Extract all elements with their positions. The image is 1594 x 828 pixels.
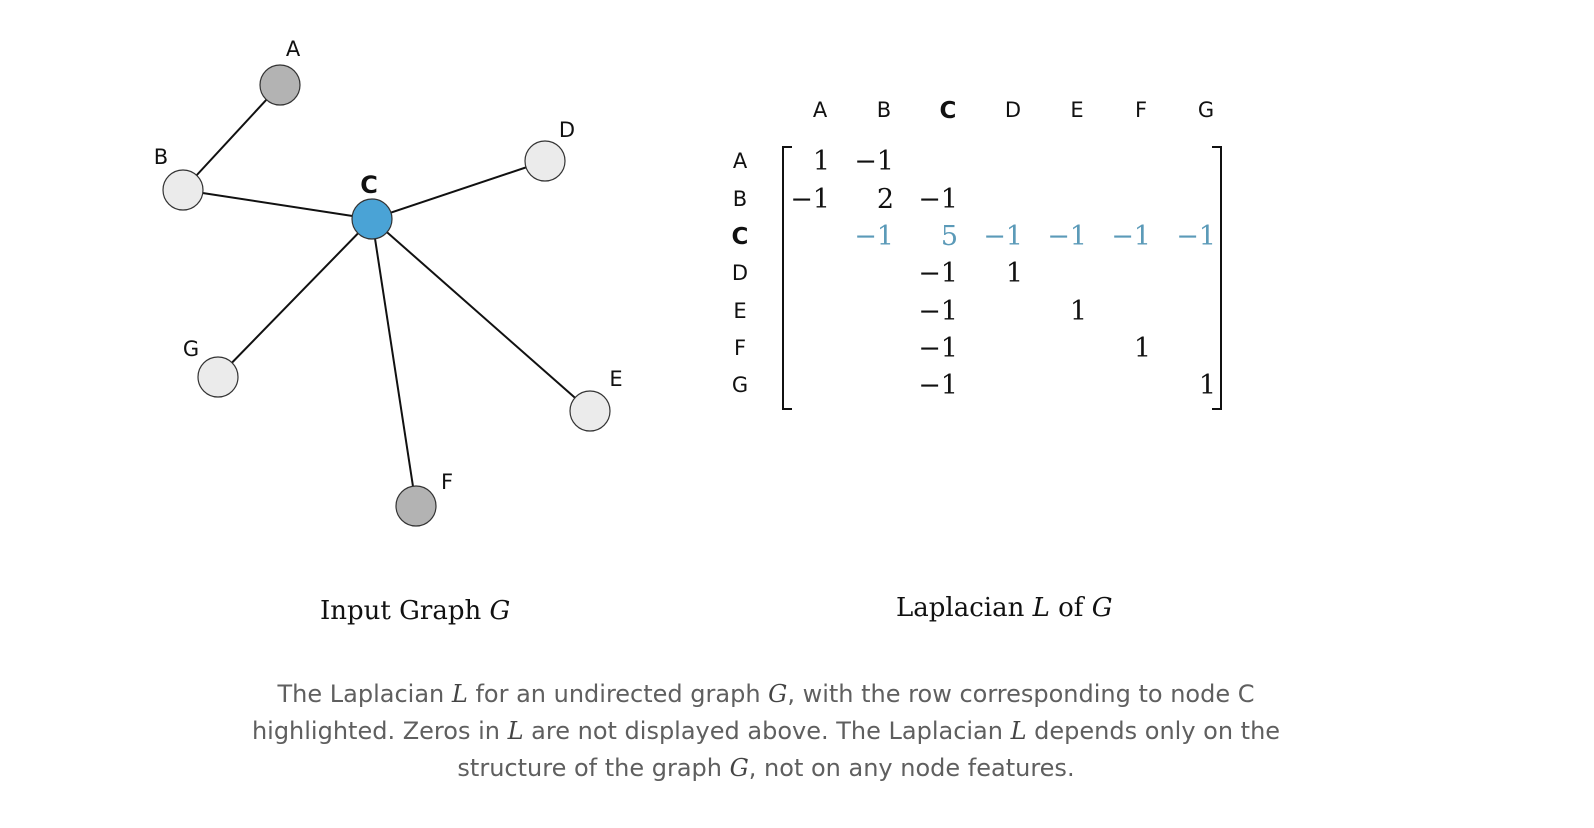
node-g	[197, 356, 239, 398]
node-label-b: B	[154, 145, 168, 169]
edge-b-c	[182, 189, 373, 220]
node-label-g: G	[183, 337, 199, 361]
node-label-c: C	[360, 171, 378, 199]
figure-description: The Laplacian L for an undirected graph …	[251, 680, 1281, 782]
node-label-d: D	[559, 118, 575, 142]
node-a	[259, 64, 301, 106]
graph-edges	[182, 84, 591, 507]
node-label-e: E	[609, 367, 622, 391]
laplacian-title: Laplacian L of G	[896, 593, 1113, 623]
node-label-a: A	[286, 37, 301, 61]
edge-c-f	[371, 218, 417, 507]
edge-c-g	[217, 218, 373, 378]
node-c	[351, 198, 393, 240]
node-b	[162, 169, 204, 211]
node-d	[524, 140, 566, 182]
node-f	[395, 485, 437, 527]
node-e	[569, 390, 611, 432]
edge-c-d	[371, 160, 546, 220]
graph-node-labels: A B C D E F G	[154, 37, 623, 494]
edge-a-b	[182, 84, 281, 191]
node-label-f: F	[441, 470, 453, 494]
graph-title: Input Graph G	[320, 596, 511, 626]
edge-c-e	[371, 218, 591, 412]
graph-nodes	[162, 64, 611, 527]
